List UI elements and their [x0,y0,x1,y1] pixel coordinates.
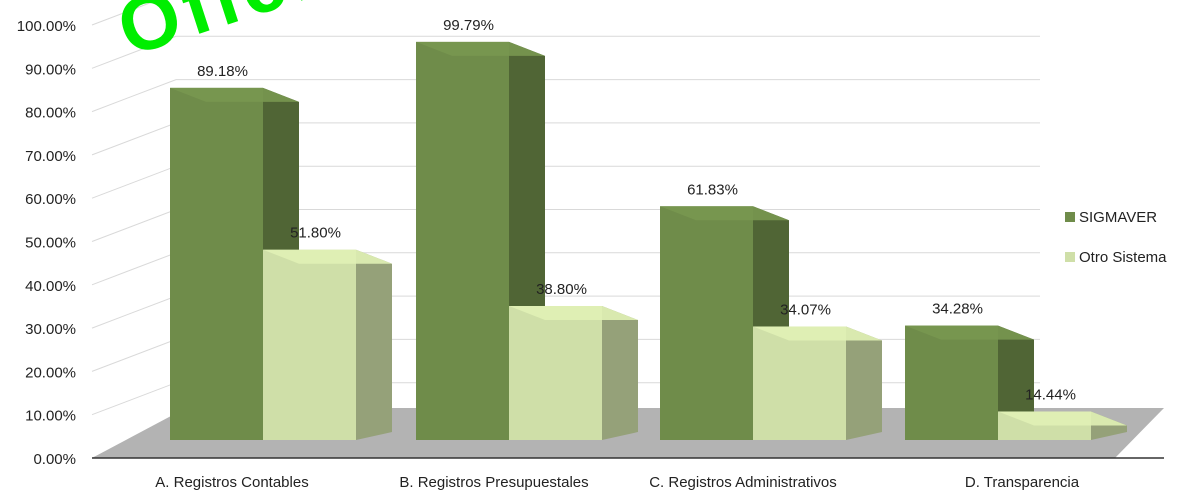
y-tick-label: 90.00% [25,61,76,78]
data-label-sigmaver-a-registros-contables: 89.18% [197,63,248,80]
y-tick-label: 40.00% [25,278,76,295]
data-labels: 89.18% 51.80% 99.79% 38.80% 61.83% 34.07% 34.2… [197,17,1076,404]
category-label-b-registros-presupuestales: B. Registros Presupuestales [399,474,588,491]
bar-otro-sistema-d-transparencia [998,411,1127,440]
category-label-c-registros-administrativos: C. Registros Administrativos [649,474,837,491]
bar-otro-sistema-c-registros-administrativos [753,326,882,440]
gridline [91,35,1040,69]
y-tick-label: 50.00% [25,235,76,252]
data-label-otro-sistema-c-registros-administrativos: 34.07% [780,301,831,318]
data-label-sigmaver-b-registros-presupuestales: 99.79% [443,17,494,34]
category-label-d-transparencia: D. Transparencia [965,474,1080,491]
bar-sigmaver-d-transparencia [905,325,1034,440]
data-label-sigmaver-c-registros-administrativos: 61.83% [687,181,738,198]
x-axis: A. Registros Contables B. Registros Presu… [155,474,1079,491]
bars [170,41,1127,441]
data-label-otro-sistema-b-registros-presupuestales: 38.80% [536,281,587,298]
gridline [91,0,160,26]
y-tick-label: 20.00% [25,364,76,381]
legend-swatch-otro-sistema [1065,252,1075,262]
y-tick-label: 30.00% [25,321,76,338]
y-tick-label: 70.00% [25,148,76,165]
legend: SIGMAVER Otro Sistema [1065,209,1167,266]
y-tick-label: 80.00% [25,105,76,122]
gridline [91,79,1040,113]
y-tick-label: 0.00% [33,451,76,468]
category-label-a-registros-contables: A. Registros Contables [155,474,308,491]
data-label-otro-sistema-a-registros-contables: 51.80% [290,225,341,242]
y-axis: 0.00% 10.00% 20.00% 30.00% 40.00% 50.00% 60.00… [17,18,76,468]
y-tick-label: 100.00% [17,18,76,35]
legend-label-sigmaver: SIGMAVER [1079,209,1157,226]
y-tick-label: 60.00% [25,191,76,208]
y-tick-label: 10.00% [25,408,76,425]
bar-otro-sistema-a-registros-contables [263,249,392,440]
bar-otro-sistema-b-registros-presupuestales [509,305,638,440]
data-label-otro-sistema-d-transparencia: 14.44% [1025,386,1076,403]
data-label-sigmaver-d-transparencia: 34.28% [932,301,983,318]
legend-label-otro-sistema: Otro Sistema [1079,249,1167,266]
legend-swatch-sigmaver [1065,212,1075,222]
